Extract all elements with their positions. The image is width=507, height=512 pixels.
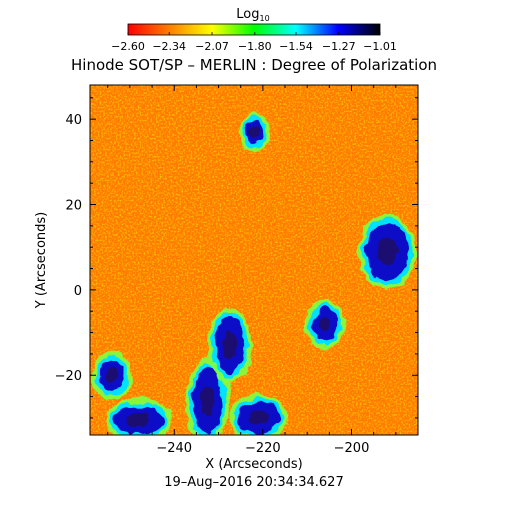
y-tick-label: 20 <box>65 199 82 214</box>
x-tick-label: −200 <box>334 441 370 456</box>
high-region <box>105 398 173 435</box>
y-axis-label: Y (Arcseconds) <box>34 212 49 309</box>
colorbar-tick-label: −2.34 <box>152 40 186 53</box>
high-region <box>184 359 230 435</box>
region-center <box>318 316 331 332</box>
x-axis-ticks: −240 −220 −200 <box>107 85 419 456</box>
colorbar-tick-label: −2.07 <box>195 40 229 53</box>
high-polarization-regions <box>91 112 417 435</box>
high-region <box>91 351 133 400</box>
x-axis-label: X (Arcseconds) <box>205 457 302 472</box>
region-center <box>248 410 269 426</box>
region-center <box>200 385 215 417</box>
colorbar-bar <box>127 23 381 36</box>
region-center <box>377 238 397 265</box>
colorbar-label: Log10 <box>236 7 269 23</box>
colorbar-tick-label: −1.80 <box>238 40 272 53</box>
plot-frame <box>89 84 419 436</box>
date-caption: 19–Aug–2016 20:34:34.627 <box>164 475 343 490</box>
y-tick-label: 40 <box>65 113 82 128</box>
y-tick-label: −20 <box>55 369 82 384</box>
region-center <box>222 331 237 359</box>
colorbar: Log10 −2.60 −2.34 −2.07 −1.80 −1.54 −1.27 −1.0… <box>111 7 397 53</box>
high-region <box>238 112 270 152</box>
region-center <box>250 126 258 138</box>
y-tick-label: 0 <box>74 284 82 299</box>
colorbar-tick-label: −1.01 <box>363 40 397 53</box>
colorbar-tick-label: −2.60 <box>111 40 145 53</box>
chart-title: Hinode SOT/SP – MERLIN : Degree of Polar… <box>71 56 437 74</box>
colorbar-tick-label: −1.54 <box>279 40 313 53</box>
high-region <box>304 299 346 349</box>
colorbar-ticks: −2.60 −2.34 −2.07 −1.80 −1.54 −1.27 −1.01 <box>111 32 397 53</box>
region-center <box>106 367 119 383</box>
high-region <box>357 214 417 289</box>
y-axis-ticks: −20 0 20 40 <box>55 97 418 419</box>
x-tick-label: −220 <box>245 441 281 456</box>
x-tick-label: −240 <box>156 441 192 456</box>
region-center <box>126 413 151 427</box>
heatmap-area <box>90 85 418 435</box>
high-region <box>229 393 288 435</box>
high-region <box>207 308 253 383</box>
colorbar-tick-label: −1.27 <box>322 40 356 53</box>
